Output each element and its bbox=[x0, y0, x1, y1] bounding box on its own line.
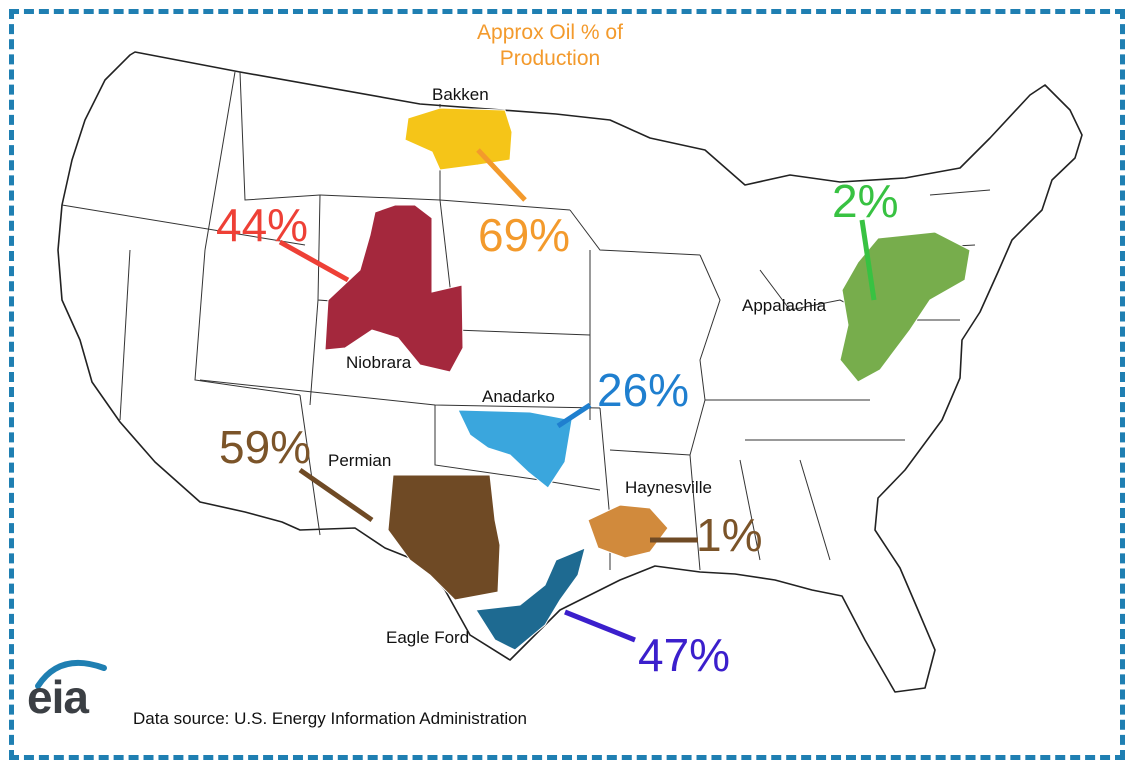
percent-label-haynesville: 1% bbox=[696, 509, 763, 561]
region-label-eagle-ford: Eagle Ford bbox=[386, 628, 470, 647]
region-label-niobrara: Niobrara bbox=[346, 353, 412, 372]
region-niobrara bbox=[324, 204, 464, 373]
region-appalachia bbox=[839, 231, 971, 383]
region-label-anadarko: Anadarko bbox=[482, 387, 555, 406]
us-outline bbox=[57, 51, 1083, 693]
leader-line-permian bbox=[298, 467, 374, 523]
leader-line-bakken bbox=[476, 148, 527, 202]
percent-label-niobrara: 44% bbox=[216, 199, 309, 251]
region-anadarko bbox=[457, 409, 573, 489]
percent-label-appalachia: 2% bbox=[832, 175, 899, 227]
percent-label-bakken: 69% bbox=[478, 209, 571, 261]
region-permian bbox=[387, 474, 501, 601]
percent-label-eagle-ford: 47% bbox=[638, 629, 731, 681]
data-source: Data source: U.S. Energy Information Adm… bbox=[133, 709, 528, 728]
leader-line-niobrara bbox=[278, 239, 350, 283]
eia-logo-text: eia bbox=[27, 671, 89, 723]
percent-label-permian: 59% bbox=[219, 421, 312, 473]
region-label-bakken: Bakken bbox=[432, 85, 489, 104]
region-label-appalachia: Appalachia bbox=[742, 296, 827, 315]
leader-line-appalachia bbox=[859, 219, 877, 301]
eia-logo-arc bbox=[35, 659, 107, 689]
map-title: Approx Oil % of Production bbox=[477, 21, 623, 71]
leader-line-eagle-ford bbox=[564, 609, 636, 643]
percent-label-anadarko: 26% bbox=[597, 364, 690, 416]
region-eagle-ford bbox=[475, 547, 586, 651]
region-label-haynesville: Haynesville bbox=[625, 478, 712, 497]
leader-lines bbox=[278, 148, 877, 643]
region-label-permian: Permian bbox=[328, 451, 392, 470]
leader-line-anadarko bbox=[556, 402, 592, 429]
dashed-frame bbox=[9, 9, 1125, 760]
